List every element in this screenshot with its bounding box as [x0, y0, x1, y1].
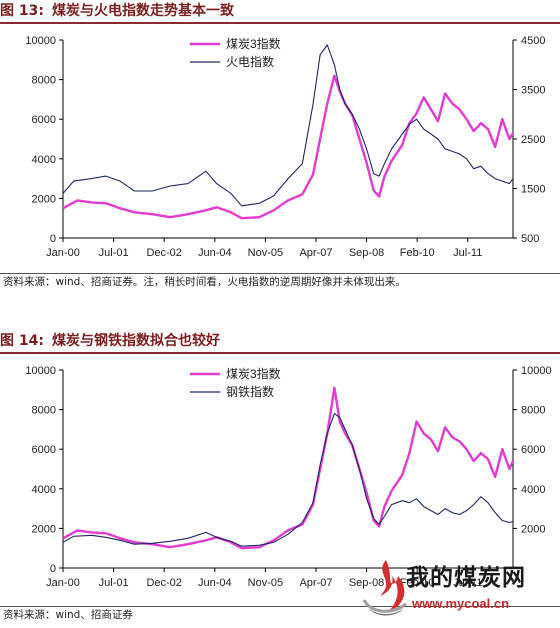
fig14-left-tick-label: 10000 — [25, 365, 56, 377]
figure-14-title-rule — [0, 352, 560, 354]
figure-13-title: 图 13: 煤炭与火电指数走势基本一致 — [0, 0, 560, 22]
fig14-x-tick-label: Jan-00 — [46, 577, 80, 589]
watermark-text: 我的煤炭网 — [406, 565, 526, 591]
watermark-url: www.mycoal.cn — [412, 596, 510, 611]
flame-logo-icon — [362, 560, 407, 616]
fig13-x-tick-label: Nov-05 — [248, 247, 283, 259]
fig14-right-tick-label: 10000 — [521, 365, 552, 377]
figure-14-title: 图 14: 煤炭与钢铁指数拟合也较好 — [0, 330, 560, 352]
figure-14-source-rule — [0, 606, 560, 607]
fig14-x-tick-label: Dec-02 — [146, 577, 181, 589]
fig14-legend-label: 钢铁指数 — [226, 384, 274, 399]
figure-13-source: 资料来源：wind、招商证券。注，稍长时间看，火电指数的逆周期好像并未体现出来。 — [3, 276, 406, 288]
fig13-right-tick-label: 4500 — [521, 35, 545, 47]
fig14-right-tick-label: 6000 — [521, 444, 545, 456]
fig14-x-tick-label: Jul-11 — [453, 577, 482, 589]
fig13-x-tick-label: Apr-07 — [299, 247, 332, 259]
fig13-right-tick-label: 1500 — [521, 184, 545, 196]
fig13-x-tick-label: Sep-08 — [349, 247, 384, 259]
figure-13-chart: 0 2000 4000 6000 8000 10000 500 1500 2500 3500 450… — [25, 35, 545, 259]
fig13-left-tick-label: 4000 — [32, 154, 56, 166]
fig14-left-tick-label: 4000 — [32, 484, 56, 496]
fig14-left-tick-label: 0 — [50, 563, 56, 575]
fig14-x-tick-label: Jun-04 — [198, 577, 232, 589]
figure-14-title-text: 煤炭与钢铁指数拟合也较好 — [51, 333, 220, 349]
fig13-x-tick-label: Jul-11 — [453, 247, 482, 259]
fig13-legend-label: 煤炭3指数 — [226, 36, 281, 51]
fig13-x-tick-label: Jul-01 — [99, 247, 129, 259]
fig14-series-coal-line — [62, 386, 515, 550]
figure-14-chart: 0 2000 4000 6000 8000 10000 2000 4000 6000 8000 10… — [25, 365, 552, 589]
fig13-legend-label: 火电指数 — [226, 54, 274, 69]
fig14-left-tick-label: 6000 — [32, 444, 56, 456]
figure-13-title-text: 煤炭与火电指数走势基本一致 — [51, 3, 234, 19]
fig13-left-tick-label: 0 — [50, 233, 56, 245]
fig13-right-tick-label: 3500 — [521, 85, 545, 97]
fig14-series-other-line — [62, 413, 514, 547]
figure-14-source: 资料来源：wind、招商证券 — [3, 609, 133, 621]
figure-13-number: 图 13: — [0, 3, 44, 19]
fig13-left-tick-label: 8000 — [32, 75, 56, 87]
fig14-right-tick-label: 4000 — [521, 484, 545, 496]
fig14-x-tick-label: Sep-08 — [349, 577, 384, 589]
fig13-left-tick-label: 6000 — [32, 114, 56, 126]
fig13-series-other-line — [62, 44, 514, 207]
mycoal-watermark: 我的煤炭网 www.mycoal.cn — [360, 556, 556, 626]
fig14-x-tick-label: Feb-10 — [400, 577, 435, 589]
fig14-left-tick-label: 8000 — [32, 405, 56, 417]
fig13-right-tick-label: 2500 — [521, 134, 545, 146]
fig14-left-tick-label: 2000 — [32, 523, 56, 535]
fig13-left-tick-label: 2000 — [32, 193, 56, 205]
figure-14-number: 图 14: — [0, 333, 44, 349]
fig13-right-tick-label: 500 — [521, 233, 539, 245]
fig14-legend-label: 煤炭3指数 — [226, 366, 281, 381]
fig14-right-tick-label: 2000 — [521, 523, 545, 535]
fig13-x-tick-label: Feb-10 — [400, 247, 435, 259]
figure-13-title-rule — [0, 22, 560, 24]
figure-13-source-rule — [0, 273, 560, 274]
fig13-left-tick-label: 10000 — [25, 35, 56, 47]
fig13-x-tick-label: Jan-00 — [46, 247, 80, 259]
fig14-right-tick-label: 8000 — [521, 405, 545, 417]
fig13-series-coal-line — [62, 74, 515, 220]
fig14-x-tick-label: Apr-07 — [299, 577, 332, 589]
fig14-x-tick-label: Jul-01 — [99, 577, 129, 589]
fig13-x-tick-label: Dec-02 — [146, 247, 181, 259]
fig14-x-tick-label: Nov-05 — [248, 577, 283, 589]
fig13-x-tick-label: Jun-04 — [198, 247, 232, 259]
